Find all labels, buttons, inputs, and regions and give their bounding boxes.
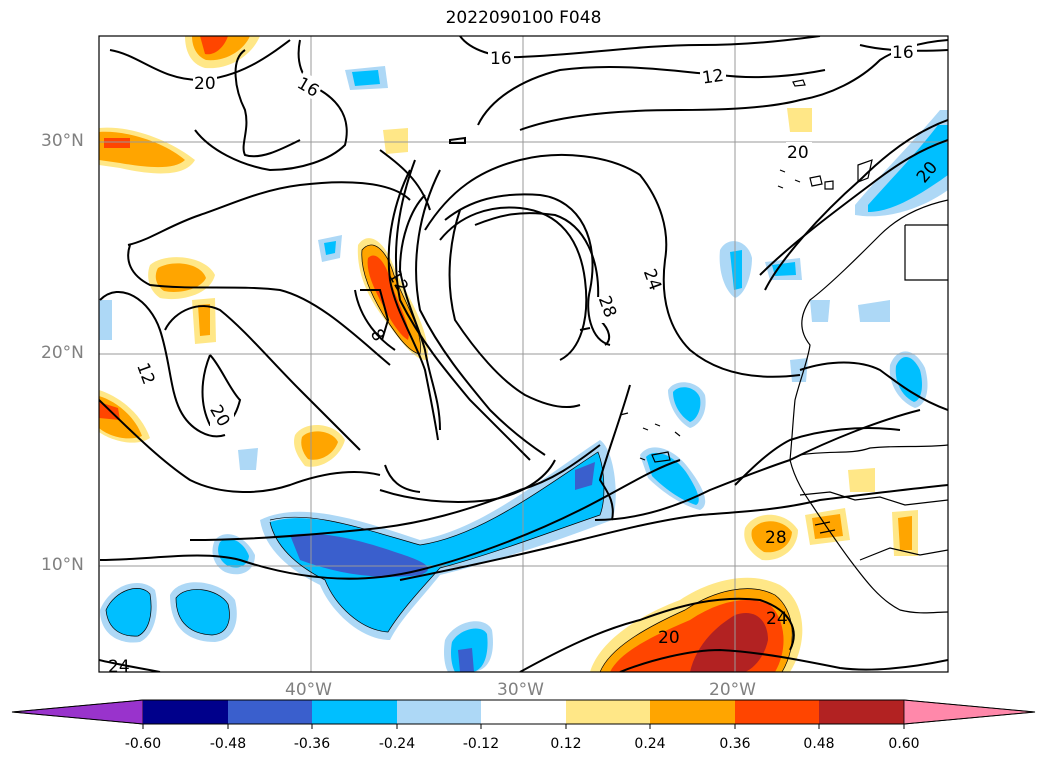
colorbar-tick-label: 0.24 bbox=[634, 736, 666, 752]
colorbar-bin bbox=[566, 700, 650, 724]
neg-patch-mid1-core bbox=[646, 452, 699, 505]
colorbar-tick-label: -0.48 bbox=[209, 736, 247, 752]
colorbar-tick-label: -0.12 bbox=[462, 736, 500, 752]
coastline bbox=[619, 79, 948, 614]
pos-patch-b-orange bbox=[198, 304, 210, 336]
pos-patch-d-orange bbox=[751, 521, 792, 553]
colorbar-tick-label: 0.48 bbox=[803, 736, 835, 752]
neg-patch-ne-core bbox=[868, 125, 948, 212]
neg-patch-s-dark bbox=[458, 648, 474, 672]
contour-label: 16 bbox=[490, 49, 512, 69]
contour-label: 12 bbox=[701, 66, 725, 89]
colorbar-bin bbox=[481, 700, 566, 724]
neg-patch-e3-core bbox=[772, 262, 796, 276]
pos-patch-south-dark bbox=[690, 612, 768, 672]
colorbar-tick-label: 0.36 bbox=[719, 736, 751, 752]
shade-outlines bbox=[105, 244, 793, 672]
contour-label: 12 bbox=[132, 360, 158, 387]
pos-patch-e-orange bbox=[812, 514, 843, 539]
pos-patch-c-orange bbox=[301, 431, 338, 460]
contour-label: 28 bbox=[765, 528, 787, 548]
colorbar-bin bbox=[819, 700, 904, 724]
contour-label-layer: 20 16 12 20 16 12 24 28 20 8 12 20 16 28… bbox=[103, 42, 942, 677]
lon-label: 30°W bbox=[497, 680, 544, 700]
plot-title: 2022090100 F048 bbox=[445, 8, 602, 28]
neg-patch-sw2-core bbox=[176, 589, 230, 635]
pos-patch-f-orange bbox=[898, 516, 912, 550]
neg-patch-dark2 bbox=[575, 462, 595, 490]
colorbar bbox=[11, 699, 1036, 729]
lon-label: 20°W bbox=[709, 680, 756, 700]
pos-patch-nw-red bbox=[104, 138, 130, 148]
colorbar-under-arrow bbox=[11, 699, 144, 725]
contour-label: 20 bbox=[658, 628, 680, 648]
neg-patch-small1-core bbox=[324, 241, 336, 255]
lat-label: 30°N bbox=[41, 131, 84, 151]
contour-label: 16 bbox=[892, 43, 914, 63]
contour-label: 20 bbox=[787, 143, 809, 163]
neg-patch-mid2-core bbox=[673, 387, 701, 422]
pos-patch-band-red bbox=[367, 255, 409, 340]
pos-patch-h bbox=[383, 128, 408, 154]
neg-patch-top-core bbox=[352, 70, 380, 86]
neg-patch-sw1-core bbox=[106, 588, 152, 637]
neg-patch-small2 bbox=[238, 448, 258, 470]
colorbar-tick-label: -0.60 bbox=[124, 736, 162, 752]
neg-patch-e2 bbox=[858, 300, 890, 322]
colorbar-tick-label: -0.36 bbox=[293, 736, 331, 752]
map-frame bbox=[98, 35, 949, 673]
pos-patch-a-orange bbox=[155, 263, 206, 292]
neg-patch-e1-core bbox=[895, 356, 922, 402]
lat-label: 20°N bbox=[41, 343, 84, 363]
neg-patch-small3 bbox=[790, 358, 808, 382]
contour-label: 24 bbox=[766, 609, 788, 629]
lon-label: 40°W bbox=[285, 680, 332, 700]
contour-label: 16 bbox=[293, 74, 322, 102]
colorbar-bin bbox=[735, 700, 819, 724]
colorbar-bin bbox=[650, 700, 735, 724]
colorbar-tick-label: 0.60 bbox=[888, 736, 920, 752]
colorbar-bin bbox=[397, 700, 481, 724]
neg-patch-band-core bbox=[270, 452, 604, 632]
colorbar-tick-label: 0.12 bbox=[550, 736, 582, 752]
graticule bbox=[99, 36, 948, 672]
contour-label: 24 bbox=[108, 657, 130, 677]
contour-lines bbox=[99, 36, 948, 672]
colorbar-bin bbox=[143, 700, 228, 724]
contour-label: 20 bbox=[194, 74, 216, 94]
colorbar-bin bbox=[312, 700, 397, 724]
pos-patch-i bbox=[787, 108, 812, 132]
colorbar-ticks bbox=[142, 724, 905, 729]
neg-patch-small4 bbox=[810, 300, 830, 322]
colorbar-tick-label: -0.24 bbox=[378, 736, 416, 752]
pos-patch-top-red bbox=[200, 36, 228, 55]
neg-patch-mid3-core bbox=[730, 250, 742, 290]
colorbar-bin bbox=[228, 700, 312, 724]
shaded-field: 20 16 12 20 16 12 24 28 20 8 12 20 16 28… bbox=[99, 36, 948, 677]
neg-patch-w bbox=[99, 300, 112, 340]
lat-label: 10°N bbox=[41, 555, 84, 575]
colorbar-over-arrow bbox=[903, 699, 1036, 725]
pos-patch-g bbox=[848, 468, 875, 492]
